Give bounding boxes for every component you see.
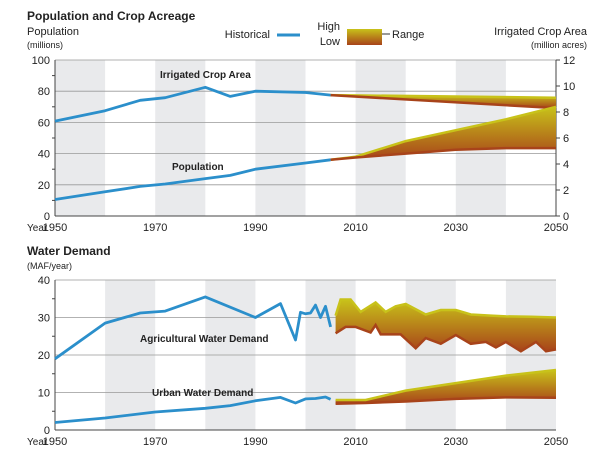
chart1-ylabel: Population xyxy=(27,26,79,38)
low-projection-line xyxy=(330,146,556,162)
y-tick-label: 60 xyxy=(38,117,50,129)
chart1-ylabel-unit: (millions) xyxy=(27,40,63,50)
x-tick-label: 1990 xyxy=(243,436,267,448)
low-projection-line xyxy=(334,322,557,353)
chart2-ylabel-unit: (MAF/year) xyxy=(27,261,72,271)
y-tick-label: 20 xyxy=(38,350,50,362)
x-tick-label: 2050 xyxy=(544,436,568,448)
y2-tick-label: 2 xyxy=(563,185,569,197)
series-label: Urban Water Demand xyxy=(152,388,253,399)
y-tick-label: 100 xyxy=(32,55,50,67)
historical-line xyxy=(54,295,332,360)
high-projection-line xyxy=(330,93,557,99)
y2-tick-label: 12 xyxy=(563,55,575,67)
y-tick-label: 30 xyxy=(38,313,50,325)
legend-range-swatch xyxy=(347,29,382,45)
chart1-y2label: Irrigated Crop Area xyxy=(494,26,588,38)
series-label: Population xyxy=(172,162,224,173)
series-label: Irrigated Crop Area xyxy=(160,70,251,81)
y-tick-label: 40 xyxy=(38,275,50,287)
high-projection-line xyxy=(334,298,557,319)
y2-tick-label: 6 xyxy=(563,133,569,145)
y2-tick-label: 10 xyxy=(563,81,575,93)
y2-tick-label: 0 xyxy=(563,211,569,223)
y-tick-label: 10 xyxy=(38,388,50,400)
decade-band xyxy=(355,60,406,216)
x-tick-label: 1970 xyxy=(143,222,167,234)
x-tick-label: 2010 xyxy=(343,222,367,234)
x-tick-label: 2030 xyxy=(444,222,468,234)
decade-band xyxy=(255,60,306,216)
y-tick-label: 40 xyxy=(38,149,50,161)
x-tick-label: 2010 xyxy=(343,436,367,448)
x-tick-label: 2050 xyxy=(544,222,568,234)
x-tick-label: 1990 xyxy=(243,222,267,234)
x-tick-label: 2030 xyxy=(444,436,468,448)
high-projection-line xyxy=(335,368,557,402)
low-projection-line xyxy=(330,93,557,110)
y-tick-label: 20 xyxy=(38,180,50,192)
low-projection-line xyxy=(335,396,557,406)
legend-historical-label: Historical xyxy=(225,29,270,41)
y-tick-label: 80 xyxy=(38,86,50,98)
x-tick-label: 1950 xyxy=(43,436,67,448)
legend-low-label: Low xyxy=(320,36,340,48)
decade-band xyxy=(55,60,106,216)
y2-tick-label: 4 xyxy=(563,159,569,171)
series-label: Agricultural Water Demand xyxy=(140,334,269,345)
y2-tick-label: 8 xyxy=(563,107,569,119)
chart1-title: Population and Crop Acreage xyxy=(27,9,196,23)
x-axis-prefix: Year xyxy=(27,223,48,234)
x-tick-label: 1970 xyxy=(143,436,167,448)
chart1-y2label-unit: (million acres) xyxy=(531,40,587,50)
range-band-0 xyxy=(335,299,556,352)
historical-line xyxy=(54,85,331,123)
historical-line xyxy=(54,158,331,201)
y-tick-label: 0 xyxy=(44,425,50,437)
decade-band xyxy=(155,60,206,216)
x-axis-prefix: Year xyxy=(27,437,48,448)
chart2-title: Water Demand xyxy=(27,244,111,258)
legend-high-label: High xyxy=(317,21,340,33)
legend-range-label: Range xyxy=(392,29,424,41)
x-tick-label: 1950 xyxy=(43,222,67,234)
historical-line xyxy=(54,395,332,424)
y-tick-label: 0 xyxy=(44,211,50,223)
